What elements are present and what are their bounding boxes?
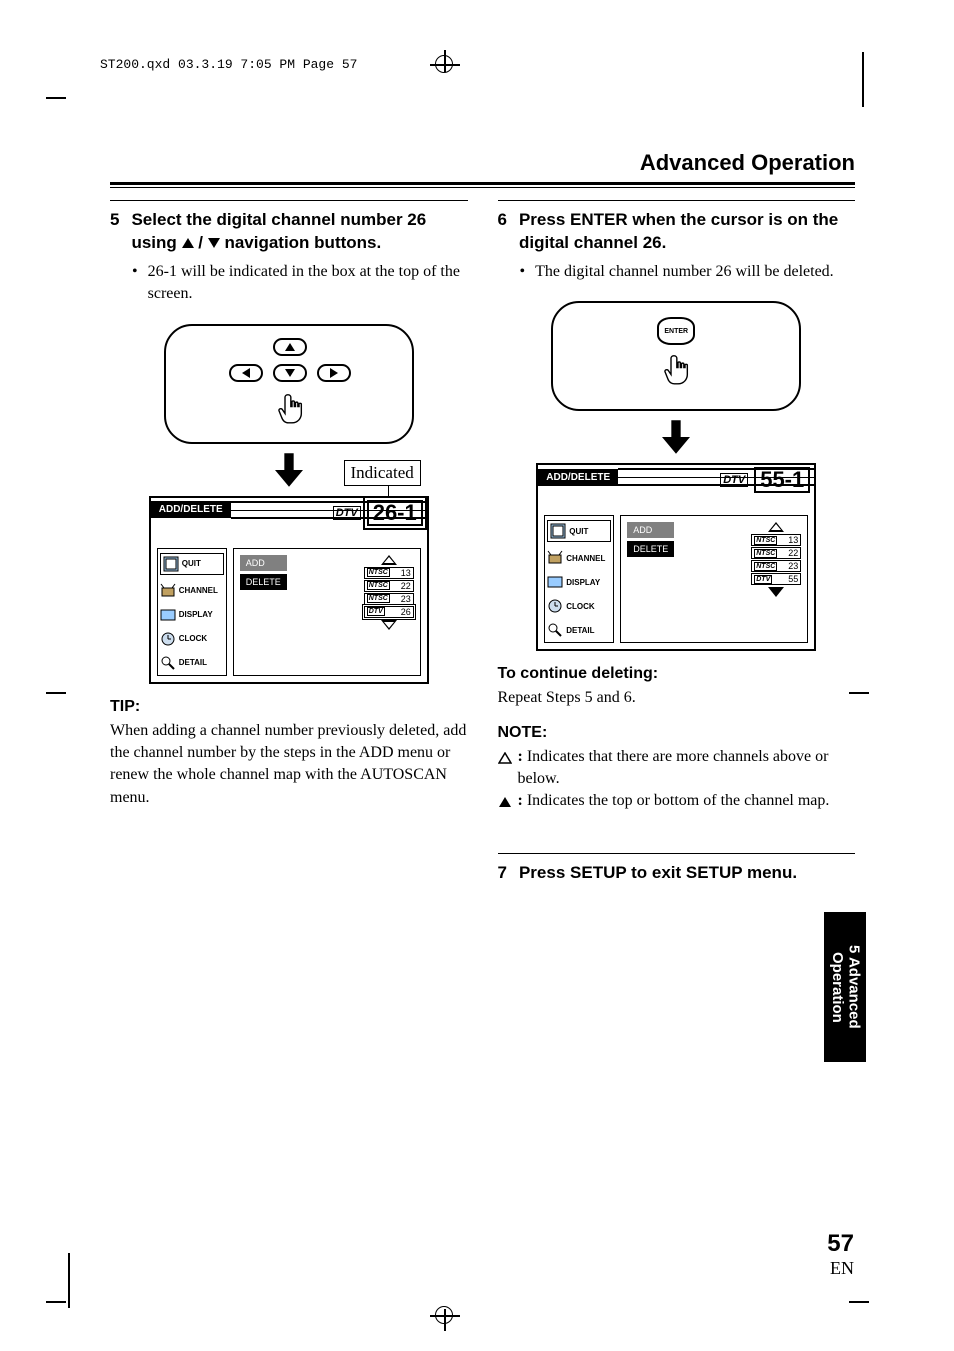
down-arrow-icon <box>275 452 303 488</box>
tick <box>849 1301 869 1303</box>
dtv-badge: DTV <box>720 473 748 487</box>
crop-mark-bottom <box>430 1301 460 1331</box>
osd-title: ADD/DELETE <box>151 501 231 518</box>
osd-title: ADD/DELETE <box>538 469 618 486</box>
enter-illustration: ENTER ADD/DELETE DTV 55-1 <box>536 301 816 651</box>
channel-list: NTSC13 NTSC22 NTSC23 DTV55 <box>751 534 801 585</box>
quit-icon <box>550 523 566 539</box>
channel-icon <box>547 550 563 566</box>
hollow-triangle-icon <box>498 752 512 764</box>
hand-pointer-icon <box>278 392 306 428</box>
delete-row: DELETE <box>240 574 287 590</box>
step-5-heading: 5 Select the digital channel number 26 u… <box>110 209 468 255</box>
scroll-down-solid-icon <box>768 587 784 597</box>
bullet-text: The digital channel number 26 will be de… <box>535 261 834 283</box>
step-7-heading: 7 Press SETUP to exit SETUP menu. <box>498 862 856 885</box>
dtv-badge: DTV <box>333 506 361 520</box>
solid-triangle-icon <box>498 796 512 808</box>
clock-icon <box>160 631 176 647</box>
bullet-text: 26-1 will be indicated in the box at the… <box>148 261 468 306</box>
continue-body: Repeat Steps 5 and 6. <box>498 687 856 709</box>
channel-number-box: 26-1 <box>367 500 423 526</box>
down-arrow-icon <box>662 419 690 455</box>
hand-pointer-icon <box>664 353 692 389</box>
down-triangle-icon <box>208 238 220 248</box>
osd-sidebar: QUIT CHANNEL DISPLAY CLOCK DETAIL <box>157 548 227 676</box>
enter-button: ENTER <box>657 317 695 345</box>
tip-body: When adding a channel number previously … <box>110 720 468 810</box>
note-heading: NOTE: <box>498 724 856 742</box>
right-column: 6 Press ENTER when the cursor is on the … <box>498 200 856 891</box>
channel-list: NTSC13 NTSC22 NTSC23 DTV26 <box>364 567 414 618</box>
detail-icon <box>160 655 176 671</box>
indicated-callout: Indicated <box>344 460 421 486</box>
nav-up-button <box>273 338 307 356</box>
add-row: ADD <box>240 555 287 571</box>
up-triangle-icon <box>182 238 194 248</box>
osd-main: ADD DELETE NTSC13 NTSC22 NTSC23 <box>620 515 808 643</box>
channel-number-box: 55-1 <box>754 467 810 493</box>
clock-icon <box>547 598 563 614</box>
step-text: Press ENTER when the cursor is on the di… <box>519 209 855 255</box>
osd-sidebar: QUIT CHANNEL DISPLAY CLOCK DETAIL <box>544 515 614 643</box>
tick <box>46 97 66 99</box>
crop-mark-top <box>430 50 460 80</box>
tip-heading: TIP: <box>110 698 468 716</box>
chapter-side-tab: 5 Advanced Operation <box>824 912 866 1062</box>
channel-icon <box>160 583 176 599</box>
nav-right-button <box>317 364 351 382</box>
quit-icon <box>163 556 179 572</box>
detail-icon <box>547 622 563 638</box>
add-row: ADD <box>627 522 674 538</box>
file-meta: ST200.qxd 03.3.19 7:05 PM Page 57 <box>100 57 357 72</box>
bullet: • The digital channel number 26 will be … <box>520 261 856 283</box>
remote-illustration: Indicated ADD/DELETE DTV 26-1 <box>149 324 429 684</box>
page-footer: 57 EN <box>827 1230 854 1279</box>
scroll-up-icon <box>768 522 784 532</box>
note-item: : Indicates that there are more channels… <box>498 746 856 791</box>
note-item: : Indicates the top or bottom of the cha… <box>498 790 856 812</box>
step-number: 6 <box>498 209 507 255</box>
section-title: Advanced Operation <box>110 150 855 176</box>
display-icon <box>547 574 563 590</box>
osd-main: ADD DELETE NTSC13 NTSC22 NTSC23 <box>233 548 421 676</box>
scroll-down-icon <box>381 620 397 630</box>
tick <box>46 1301 66 1303</box>
display-icon <box>160 607 176 623</box>
tick <box>862 52 864 107</box>
osd-screen: ADD/DELETE DTV 55-1 QUIT CHANNEL DISPLAY… <box>536 463 816 651</box>
nav-left-button <box>229 364 263 382</box>
step-text: navigation buttons. <box>224 233 381 252</box>
rule <box>110 182 855 185</box>
tick <box>68 1253 70 1308</box>
nav-down-button <box>273 364 307 382</box>
step-text: Press SETUP to exit SETUP menu. <box>519 862 797 885</box>
page-number: 57 <box>827 1230 854 1258</box>
continue-heading: To continue deleting: <box>498 665 856 683</box>
tick <box>46 692 66 694</box>
delete-row: DELETE <box>627 541 674 557</box>
scroll-up-icon <box>381 555 397 565</box>
left-column: 5 Select the digital channel number 26 u… <box>110 200 468 891</box>
step-number: 7 <box>498 862 507 885</box>
osd-screen: ADD/DELETE DTV 26-1 QUIT CHANNEL DISPLAY <box>149 496 429 684</box>
bullet: • 26-1 will be indicated in the box at t… <box>132 261 468 306</box>
page-content: Advanced Operation 5 Select the digital … <box>110 150 855 891</box>
step-number: 5 <box>110 209 119 255</box>
rule <box>110 187 855 188</box>
page-language: EN <box>827 1258 854 1279</box>
step-6-heading: 6 Press ENTER when the cursor is on the … <box>498 209 856 255</box>
